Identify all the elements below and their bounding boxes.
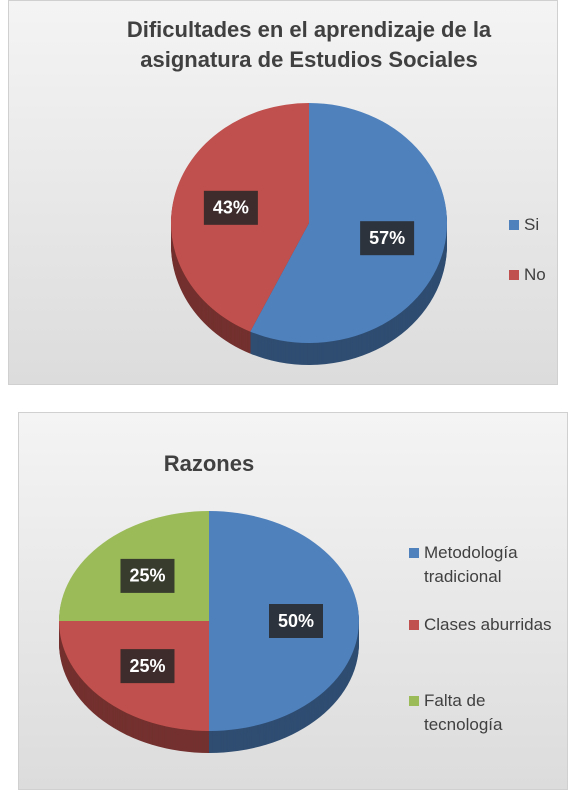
legend-item: No (509, 263, 559, 287)
legend-label: No (524, 265, 546, 284)
data-label: 25% (129, 656, 165, 676)
data-label: 25% (129, 566, 165, 586)
chart-panel: Dificultades en el aprendizaje de la asi… (8, 0, 558, 385)
pie-area: 57% 43% (170, 103, 447, 366)
pie-area: 50% 25% 25% (59, 511, 359, 753)
legend-item: Metodología tradicional (409, 541, 559, 589)
legend-swatch (509, 220, 519, 230)
legend-item: Si (509, 213, 559, 237)
data-label: 50% (278, 611, 314, 631)
label-box (269, 604, 323, 638)
legend-swatch (409, 696, 419, 706)
label-box (120, 649, 175, 684)
legend-item: Falta de tecnología (409, 689, 559, 737)
legend-label: Si (524, 215, 540, 234)
label-box (360, 221, 415, 256)
chart-title: Razones (163, 451, 255, 476)
legend-swatch (409, 548, 419, 558)
label-box (203, 190, 258, 225)
legend-label: Clases aburridas (424, 615, 552, 634)
legend-swatch (409, 620, 419, 630)
legend-swatch (509, 270, 519, 280)
data-label: 57% (369, 228, 405, 248)
data-label: 43% (213, 198, 249, 218)
legend-item: Clases aburridas (409, 613, 559, 637)
chart-panel: Razones 50% 25% 25% Metodología tradicional… (18, 412, 568, 790)
legend-label: Falta de tecnología (424, 691, 503, 734)
label-box (120, 558, 175, 593)
pie-slice (250, 103, 447, 343)
chart-title: Dificultades en el aprendizaje de la asi… (126, 17, 492, 72)
legend-label: Metodología tradicional (424, 543, 518, 586)
